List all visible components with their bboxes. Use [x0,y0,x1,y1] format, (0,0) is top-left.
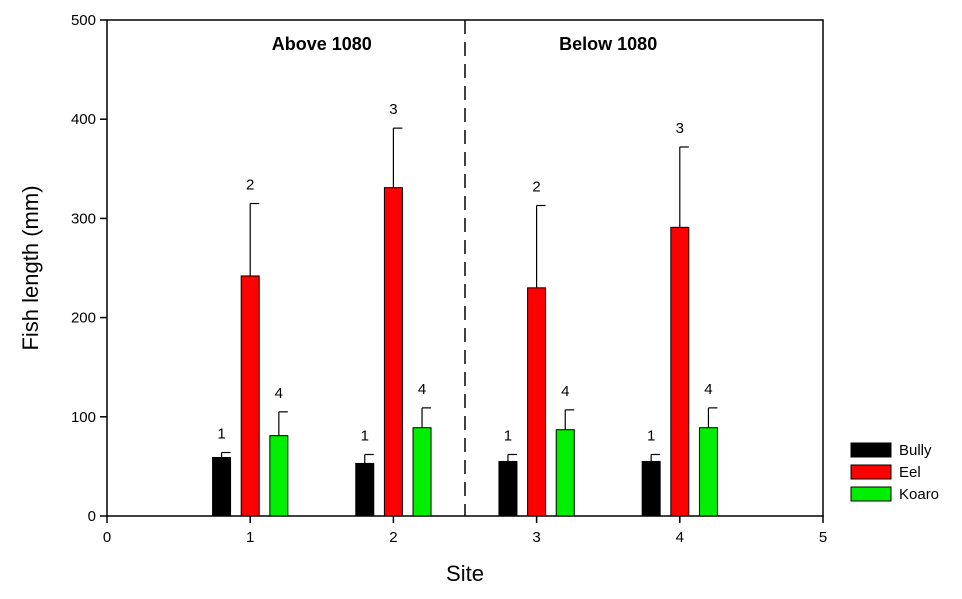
bar-koaro [698,427,718,517]
bar-count-label: 1 [217,426,225,443]
x-tick-label: 5 [819,529,827,546]
y-tick-label: 200 [71,310,96,327]
x-tick-label: 2 [389,529,397,546]
y-tick-label: 500 [71,12,96,29]
y-axis-title: Fish length (mm) [18,185,43,350]
legend-label-koaro: Koaro [899,486,939,503]
bar-count-label: 1 [504,427,512,444]
bar-count-label: 4 [561,383,569,400]
bar-bully [498,460,518,517]
region-label: Below 1080 [559,34,657,54]
legend-swatch-bully [850,442,892,458]
bar-koaro [555,429,575,517]
bar-eel [670,226,690,517]
bar-koaro [412,427,432,517]
bar-koaro [269,435,289,517]
bar-count-label: 3 [389,101,397,118]
bar-count-label: 4 [418,381,426,398]
x-axis-title: Site [446,561,484,586]
bar-count-label: 1 [361,427,369,444]
legend-label-bully: Bully [899,442,932,459]
bar-count-label: 2 [532,179,540,196]
y-tick-label: 400 [71,111,96,128]
region-label: Above 1080 [272,34,372,54]
bar-count-label: 4 [275,385,283,402]
bar-count-label: 3 [676,120,684,137]
bar-eel [240,275,260,517]
legend-swatch-eel [850,464,892,480]
legend-swatch-koaro [850,486,892,502]
legend-label-eel: Eel [899,464,921,481]
bar-bully [355,462,375,517]
x-tick-label: 1 [246,529,254,546]
bar-count-label: 2 [246,177,254,194]
x-tick-label: 3 [532,529,540,546]
bar-bully [212,456,232,517]
bar-bully [641,460,661,517]
y-tick-label: 100 [71,409,96,426]
plot-area: 0 100 200 300 400 500 0 1 2 3 4 5 Site Fish length (m… [18,12,827,586]
bar-eel [383,187,403,517]
legend: Bully Eel Koaro [850,442,939,503]
x-tick-label: 4 [676,529,684,546]
bar-eel [527,287,547,517]
bar-count-label: 4 [704,381,712,398]
y-tick-label: 300 [71,210,96,227]
x-tick-label: 0 [103,529,111,546]
bar-count-label: 1 [647,427,655,444]
y-tick-label: 0 [88,508,96,525]
